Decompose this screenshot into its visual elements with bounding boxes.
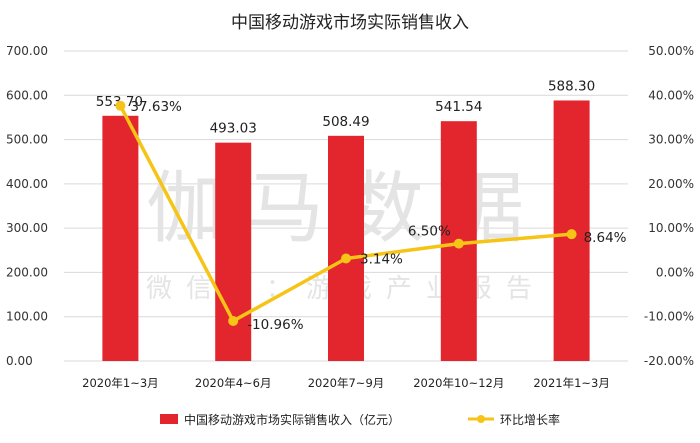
legend: 中国移动游戏市场实际销售收入（亿元） 环比增长率: [160, 412, 560, 427]
left-tick-label: 300.00: [6, 221, 48, 235]
x-tick-label: 2020年7~9月: [308, 376, 385, 390]
right-axis: -20.00% -10.00% 0.00% 10.00% 20.00% 30.00% 40.…: [644, 44, 694, 368]
legend-bar-label: 中国移动游戏市场实际销售收入（亿元）: [184, 412, 400, 427]
legend-bar-swatch: [160, 414, 178, 424]
bar-value-label: 541.54: [435, 99, 482, 115]
right-tick-label: 50.00%: [648, 44, 694, 58]
left-tick-label: 100.00: [6, 310, 48, 324]
left-tick-label: 700.00: [6, 44, 48, 58]
right-tick-label: -10.00%: [644, 310, 694, 324]
left-tick-label: 600.00: [6, 88, 48, 102]
line-value-label: 37.63%: [130, 99, 182, 115]
bar: [328, 135, 364, 361]
right-tick-label: 0.00%: [656, 265, 694, 279]
right-tick-label: 40.00%: [648, 88, 694, 102]
line-value-label: 8.64%: [584, 230, 627, 246]
right-tick-label: 10.00%: [648, 221, 694, 235]
right-tick-label: -20.00%: [644, 354, 694, 368]
bar-value-label: 508.49: [322, 114, 369, 130]
bar: [102, 115, 139, 361]
line-point: [341, 253, 351, 264]
line-point: [115, 100, 126, 111]
bar-value-label: 493.03: [210, 121, 257, 137]
left-axis: 0.00 100.00 200.00 300.00 400.00 500.00 600.00…: [6, 44, 48, 368]
line-point: [228, 315, 239, 326]
x-tick-label: 2020年10~12月: [413, 376, 504, 390]
line-value-label: 6.50%: [408, 224, 451, 240]
x-tick-label: 2020年1~3月: [82, 376, 159, 390]
legend-line-label: 环比增长率: [500, 412, 560, 427]
left-tick-label: 500.00: [6, 133, 48, 147]
line-point: [566, 229, 577, 240]
bar-value-label: 588.30: [548, 78, 595, 94]
line-value-label: -10.96%: [247, 317, 304, 333]
bar: [215, 142, 252, 361]
x-tick-label: 2020年4~6月: [195, 376, 272, 390]
legend-line-marker: [477, 415, 485, 423]
right-tick-label: 30.00%: [648, 133, 694, 147]
right-tick-label: 20.00%: [648, 177, 694, 191]
line-value-label: 3.14%: [360, 252, 403, 268]
chart-title: 中国移动游戏市场实际销售收入: [231, 13, 469, 33]
x-tick-label: 2021年1~3月: [533, 376, 610, 390]
line-point: [453, 238, 464, 249]
x-axis: 2020年1~3月 2020年4~6月 2020年7~9月 2020年10~12月 20…: [82, 376, 610, 390]
line-labels: 37.63% -10.96% 3.14% 6.50% 8.64%: [130, 99, 626, 333]
left-tick-label: 0.00: [6, 354, 33, 368]
line-series: [115, 100, 577, 326]
left-tick-label: 400.00: [6, 177, 48, 191]
left-tick-label: 200.00: [6, 265, 48, 279]
